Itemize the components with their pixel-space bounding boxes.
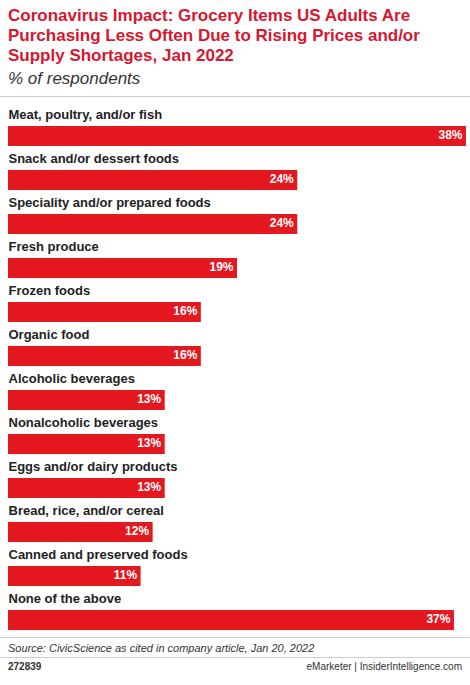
svg-text:Meat, poultry, and/or fish: Meat, poultry, and/or fish (9, 107, 163, 122)
svg-text:None of the above: None of the above (9, 591, 122, 606)
svg-text:Snack and/or dessert foods: Snack and/or dessert foods (9, 151, 180, 166)
svg-text:Bread, rice, and/or cereal: Bread, rice, and/or cereal (9, 503, 164, 518)
svg-text:13%: 13% (137, 436, 161, 450)
html-text:Source: CivicScience as cited: Source: CivicScience as cited in company… (8, 642, 315, 654)
svg-text:24%: 24% (270, 216, 294, 230)
svg-text:12%: 12% (125, 524, 149, 538)
html-text:272839: 272839 (8, 661, 42, 672)
svg-text:11%: 11% (114, 568, 138, 582)
svg-text:Frozen foods: Frozen foods (9, 283, 91, 298)
html-text:% of respondents: % of respondents (8, 69, 141, 88)
svg-text:13%: 13% (137, 392, 161, 406)
svg-text:Nonalcoholic beverages: Nonalcoholic beverages (9, 415, 159, 430)
svg-text:16%: 16% (173, 348, 197, 362)
svg-text:Speciality and/or prepared foo: Speciality and/or prepared foods (9, 195, 211, 210)
svg-text:13%: 13% (137, 480, 161, 494)
svg-text:24%: 24% (270, 172, 294, 186)
html-text:Coronavirus Impact: Grocery It: Coronavirus Impact: Grocery Items US Adu… (8, 6, 420, 65)
svg-text:16%: 16% (173, 304, 197, 318)
svg-text:Organic food: Organic food (9, 327, 90, 342)
svg-text:37%: 37% (426, 612, 450, 626)
html-text:eMarketer | InsiderIntelligenc: eMarketer | InsiderIntelligence.com (306, 661, 462, 672)
svg-text:38%: 38% (438, 128, 462, 142)
svg-text:Fresh produce: Fresh produce (9, 239, 99, 254)
svg-text:Alcoholic beverages: Alcoholic beverages (9, 371, 135, 386)
svg-text:Canned and preserved foods: Canned and preserved foods (9, 547, 188, 562)
svg-text:Eggs and/or dairy products: Eggs and/or dairy products (9, 459, 178, 474)
svg-text:19%: 19% (209, 260, 233, 274)
